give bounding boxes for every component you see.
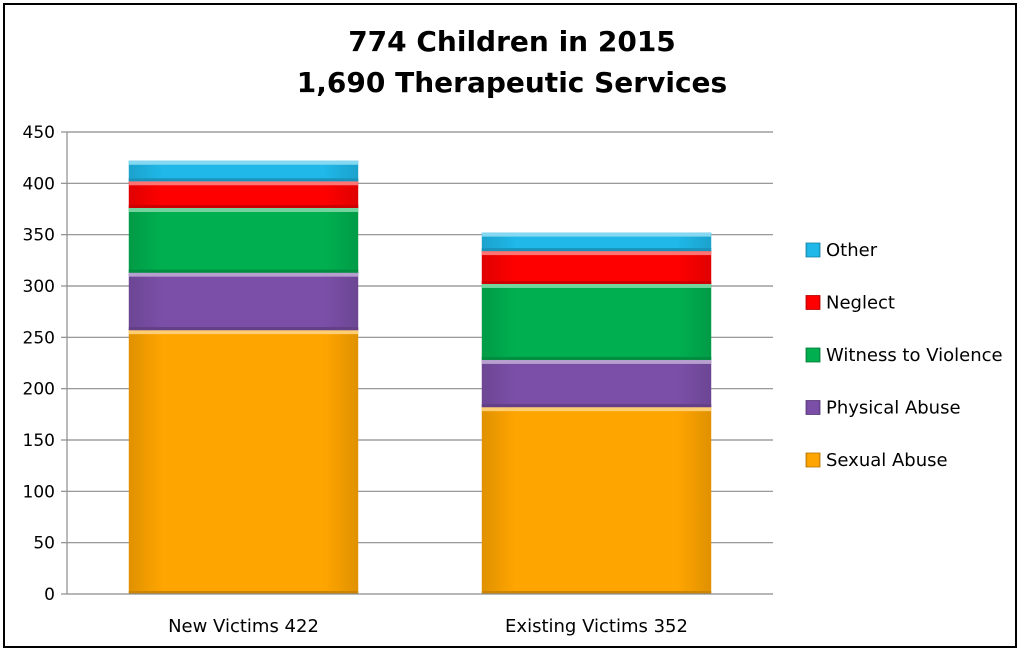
legend-swatch <box>805 400 821 415</box>
chart-subtitle: 1,690 Therapeutic Services <box>296 66 728 99</box>
category-labels: New Victims 422 Existing Victims 352 <box>168 616 688 637</box>
bar-segment-witness-to-violence <box>128 207 359 273</box>
bar-segment-physical-abuse <box>128 272 359 331</box>
legend-item-other: Other <box>805 240 878 261</box>
y-tick-label: 50 <box>33 534 55 554</box>
legend-swatch <box>805 295 821 310</box>
x-category-label: New Victims 422 <box>168 616 319 637</box>
bar-segment-fill <box>481 359 712 408</box>
legend-item-witness-to-violence: Witness to Violence <box>805 345 1003 366</box>
bar-segment-neglect <box>128 181 359 208</box>
bar-segment-fill <box>128 207 359 273</box>
y-tick-label: 150 <box>23 431 55 451</box>
bar-segment-shadow <box>128 327 359 331</box>
bar-segment-other <box>128 160 359 182</box>
bar-segment-fill <box>481 407 712 594</box>
y-tick-label: 250 <box>23 328 55 348</box>
bar-segment-shadow <box>481 591 712 594</box>
x-category-label: Existing Victims 352 <box>505 616 688 637</box>
legend-swatch <box>805 242 821 258</box>
y-tick-label: 450 <box>23 123 55 143</box>
bar-segment-shadow <box>481 404 712 408</box>
bar-segment-physical-abuse <box>481 359 712 408</box>
bar-segment-highlight <box>481 359 712 364</box>
bar-segment-fill <box>128 181 359 208</box>
bar-segment-shadow <box>128 591 359 594</box>
legend-label: Witness to Violence <box>826 345 1003 366</box>
bar-segment-witness-to-violence <box>481 283 712 360</box>
legend: Other Neglect Witness to Violence Physical … <box>805 240 1003 471</box>
bar-segment-shadow <box>128 269 359 273</box>
legend-item-physical-abuse: Physical Abuse <box>805 398 961 419</box>
y-tick-label: 0 <box>44 585 55 605</box>
bar-segment-shadow <box>128 204 359 208</box>
bar-segment-other <box>481 232 712 252</box>
chart-title: 774 Children in 2015 <box>348 25 676 58</box>
legend-label: Physical Abuse <box>826 398 961 419</box>
y-tick-label: 350 <box>23 226 55 246</box>
bar-segment-shadow <box>481 248 712 252</box>
bar-segment-shadow <box>481 280 712 284</box>
legend-item-sexual-abuse: Sexual Abuse <box>805 450 948 471</box>
legend-label: Neglect <box>826 293 895 314</box>
bar-segment-sexual-abuse <box>481 407 712 594</box>
bar-segment-highlight <box>481 407 712 412</box>
y-tick-label: 200 <box>23 380 55 400</box>
bar-segment-shadow <box>128 178 359 182</box>
bar-segment-highlight <box>481 251 712 256</box>
bar-segment-neglect <box>481 251 712 284</box>
bar-segment-highlight <box>128 160 359 165</box>
bar-segment-fill <box>481 232 712 252</box>
bars <box>128 160 712 594</box>
legend-label: Sexual Abuse <box>826 450 948 471</box>
bar-segment-fill <box>481 283 712 360</box>
bar-segment-shadow <box>481 356 712 360</box>
legend-item-neglect: Neglect <box>805 293 895 314</box>
legend-swatch <box>805 347 821 363</box>
bar-segment-highlight <box>481 283 712 288</box>
y-tick-label: 100 <box>23 482 55 502</box>
bar-segment-highlight <box>128 272 359 277</box>
bar-segment-highlight <box>481 232 712 237</box>
bar-segment-highlight <box>128 181 359 186</box>
bar-segment-fill <box>128 272 359 331</box>
legend-label: Other <box>826 240 878 261</box>
y-tick-label: 400 <box>23 174 55 194</box>
y-axis-ticks: 0 50 100 150 200 250 300 350 400 450 <box>23 123 67 605</box>
y-tick-label: 300 <box>23 277 55 297</box>
bar-segment-fill <box>481 251 712 284</box>
legend-swatch <box>805 452 821 468</box>
bar-segment-fill <box>128 160 359 182</box>
bar-segment-highlight <box>128 330 359 335</box>
bar-segment-fill <box>128 330 359 594</box>
bar-segment-sexual-abuse <box>128 330 359 594</box>
bar-segment-highlight <box>128 207 359 212</box>
